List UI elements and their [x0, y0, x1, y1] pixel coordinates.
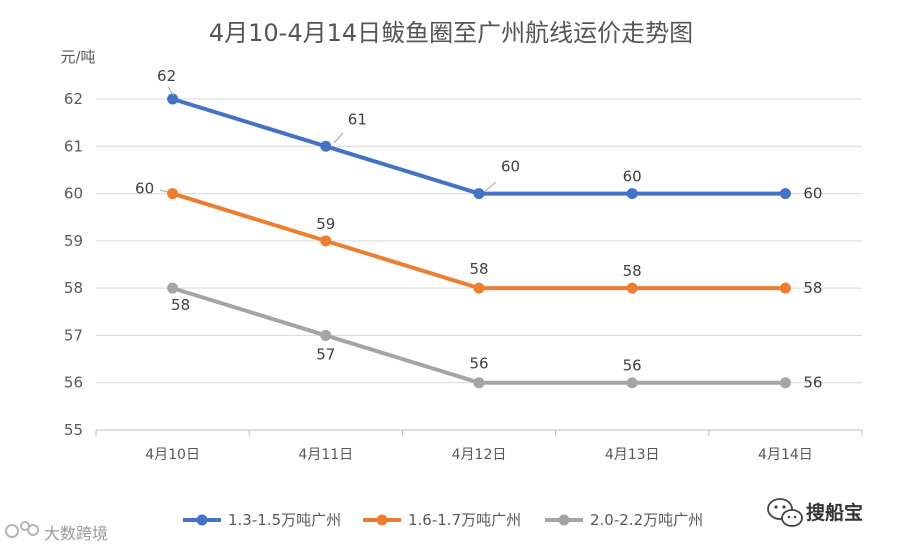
y-tick-label: 57 [64, 326, 83, 344]
chart-title: 4月10-4月14日鲅鱼圈至广州航线运价走势图 [209, 19, 693, 47]
y-tick-label: 60 [64, 185, 83, 203]
brand-text: 搜船宝 [806, 501, 863, 524]
data-label: 60 [623, 168, 642, 186]
data-label: 58 [803, 279, 822, 297]
data-label: 60 [135, 180, 154, 198]
watermark-text: 大数跨境 [44, 524, 108, 543]
watermark: 大数跨境 [5, 521, 108, 543]
data-point [473, 377, 485, 389]
legend-swatch-marker [558, 514, 570, 526]
data-point [320, 140, 332, 152]
data-label: 61 [348, 110, 367, 128]
data-point [320, 235, 332, 247]
x-tick-label: 4月10日 [145, 447, 200, 463]
legend-label: 1.3-1.5万吨广州 [228, 511, 341, 529]
y-tick-label: 56 [64, 374, 83, 392]
data-point [320, 329, 332, 341]
legend-swatch-marker [376, 514, 388, 526]
data-point [167, 93, 179, 105]
data-label: 56 [803, 374, 822, 392]
y-tick-label: 61 [64, 137, 83, 155]
y-tick-label: 55 [64, 421, 83, 439]
data-label-leader [333, 132, 344, 144]
ideo-logo-icon [5, 521, 39, 538]
legend-label: 2.0-2.2万吨广州 [590, 511, 703, 529]
wechat-icon [767, 498, 803, 527]
x-tick-label: 4月13日 [605, 447, 660, 463]
y-axis-unit-label: 元/吨 [60, 48, 95, 66]
x-tick-label: 4月12日 [452, 447, 507, 463]
data-labels: 62 61 60 60 60 60 59 58 58 58 58 57 56 56 56 [135, 67, 822, 392]
x-axis-ticks: 4月10日 4月11日 4月12日 4月13日 4月14日 [145, 447, 813, 463]
y-tick-label: 62 [64, 90, 83, 108]
data-label: 60 [803, 185, 822, 203]
data-label: 56 [469, 355, 488, 373]
y-tick-label: 59 [64, 232, 83, 250]
data-label: 58 [469, 260, 488, 278]
data-label: 58 [171, 296, 190, 314]
brand-mark: 搜船宝 [767, 498, 863, 527]
data-point [473, 188, 485, 200]
data-label-leader [483, 181, 497, 193]
data-point [779, 282, 791, 294]
legend-label: 1.6-1.7万吨广州 [408, 511, 521, 529]
data-label-leader [167, 86, 175, 97]
data-label: 60 [501, 158, 520, 176]
data-point [779, 188, 791, 200]
data-point [626, 377, 638, 389]
data-point [779, 377, 791, 389]
series-lines [167, 93, 791, 389]
data-label: 58 [623, 262, 642, 280]
data-label: 59 [316, 215, 335, 233]
data-label: 57 [316, 345, 335, 363]
x-tick-label: 4月11日 [298, 447, 353, 463]
data-label: 56 [623, 357, 642, 375]
x-tick-label: 4月14日 [758, 447, 813, 463]
legend: 1.3-1.5万吨广州 1.6-1.7万吨广州 2.0-2.2万吨广州 [183, 511, 703, 529]
legend-swatch-marker [196, 514, 208, 526]
y-tick-label: 58 [64, 279, 83, 297]
data-point [167, 282, 179, 294]
data-point [626, 282, 638, 294]
data-point [473, 282, 485, 294]
data-label-leader [159, 189, 169, 193]
y-axis-ticks: 55 56 57 58 59 60 61 62 [64, 90, 83, 439]
data-point [167, 188, 179, 200]
data-label: 62 [157, 67, 176, 85]
data-point [626, 188, 638, 200]
